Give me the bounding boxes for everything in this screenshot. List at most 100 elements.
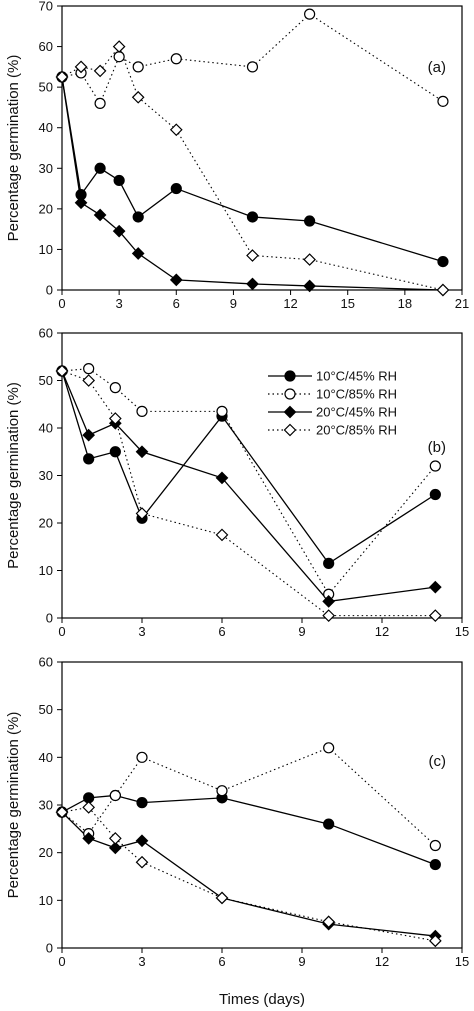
y-tick-label: 40 bbox=[39, 750, 53, 765]
x-tick-label: 9 bbox=[230, 296, 237, 311]
data-point bbox=[112, 40, 126, 53]
legend-label: 20°C/45% RH bbox=[316, 405, 397, 420]
data-point bbox=[215, 528, 229, 542]
data-point bbox=[112, 224, 126, 238]
data-point bbox=[131, 90, 145, 104]
y-tick-label: 20 bbox=[39, 516, 53, 531]
plot-frame bbox=[61, 661, 463, 949]
legend-label: 20°C/85% RH bbox=[316, 423, 397, 438]
y-tick-label: 10 bbox=[39, 893, 53, 908]
x-tick-label: 3 bbox=[138, 954, 145, 969]
data-point bbox=[216, 785, 228, 797]
y-tick-label: 60 bbox=[39, 326, 53, 341]
data-point bbox=[131, 247, 145, 260]
y-tick-label: 50 bbox=[39, 80, 53, 95]
data-point bbox=[82, 428, 96, 442]
y-tick-label: 0 bbox=[46, 283, 53, 298]
data-point bbox=[74, 196, 88, 210]
plot-frame bbox=[61, 5, 463, 291]
data-point bbox=[428, 934, 442, 948]
y-tick-label: 0 bbox=[46, 941, 53, 956]
data-point bbox=[246, 249, 259, 262]
data-point bbox=[429, 858, 441, 871]
y-tick-label: 30 bbox=[39, 161, 53, 176]
y-tick-label: 10 bbox=[39, 563, 53, 578]
data-point bbox=[132, 61, 144, 73]
plot-frame bbox=[61, 332, 463, 619]
series-line bbox=[61, 368, 436, 596]
series-line bbox=[61, 794, 436, 866]
x-tick-label: 15 bbox=[340, 296, 354, 311]
data-point bbox=[93, 208, 107, 222]
data-point bbox=[94, 162, 106, 174]
legend-label: 10°C/85% RH bbox=[316, 387, 397, 402]
legend-marker bbox=[284, 388, 296, 400]
data-point bbox=[136, 751, 148, 763]
x-tick-label: 21 bbox=[455, 296, 469, 311]
data-point bbox=[55, 805, 69, 819]
data-point bbox=[108, 412, 122, 425]
data-point bbox=[304, 215, 316, 227]
data-point bbox=[322, 609, 336, 622]
data-point bbox=[429, 488, 441, 501]
data-point bbox=[437, 256, 449, 268]
x-tick-label: 15 bbox=[455, 954, 469, 969]
y-tick-label: 70 bbox=[39, 0, 53, 14]
data-point bbox=[215, 891, 229, 905]
x-tick-label: 12 bbox=[375, 624, 389, 639]
x-tick-label: 12 bbox=[283, 296, 297, 311]
data-point bbox=[55, 70, 69, 84]
data-point bbox=[74, 60, 88, 74]
x-tick-label: 15 bbox=[455, 624, 469, 639]
y-tick-label: 50 bbox=[39, 373, 53, 388]
panel-label: (a) bbox=[428, 59, 446, 76]
data-point bbox=[113, 51, 125, 63]
series-line bbox=[61, 811, 436, 937]
data-point bbox=[436, 283, 450, 297]
data-point bbox=[135, 507, 149, 520]
data-point bbox=[169, 123, 183, 137]
y-tick-label: 30 bbox=[39, 468, 53, 483]
data-point bbox=[108, 832, 122, 845]
y-tick-label: 20 bbox=[39, 845, 53, 860]
y-axis-title: Percentage germination (%) bbox=[5, 55, 22, 242]
y-tick-label: 40 bbox=[39, 120, 53, 135]
x-tick-label: 18 bbox=[398, 296, 412, 311]
y-tick-label: 40 bbox=[39, 421, 53, 436]
data-point bbox=[55, 364, 69, 378]
data-point bbox=[109, 382, 121, 394]
x-tick-label: 12 bbox=[375, 954, 389, 969]
series-line bbox=[61, 806, 436, 942]
y-tick-label: 0 bbox=[46, 611, 53, 626]
data-point bbox=[246, 211, 259, 223]
chart-panel-c: 0 3 6 9 12 15 0 10 20 30 40 50 60 Percentage germinat… bbox=[5, 655, 469, 970]
data-point bbox=[113, 174, 125, 187]
data-point bbox=[322, 915, 336, 929]
data-point bbox=[136, 797, 148, 809]
data-point bbox=[437, 95, 449, 107]
y-tick-label: 50 bbox=[39, 702, 53, 717]
data-point bbox=[246, 61, 259, 73]
data-point bbox=[170, 182, 182, 195]
data-point bbox=[323, 557, 335, 569]
y-axis-title: Percentage germination (%) bbox=[5, 382, 22, 569]
chart-panel-b: 0 3 6 9 12 15 0 10 20 30 40 50 60 Percentage germinat… bbox=[5, 326, 469, 640]
y-tick-label: 30 bbox=[39, 798, 53, 813]
data-point bbox=[246, 277, 259, 291]
data-point bbox=[303, 279, 316, 293]
data-point bbox=[132, 211, 144, 223]
x-tick-label: 3 bbox=[138, 624, 145, 639]
y-tick-label: 60 bbox=[39, 39, 53, 54]
chart-panel-a: 0 3 6 9 12 15 18 21 0 10 20 30 40 50 60 70 Percentage ge… bbox=[5, 0, 469, 311]
data-point bbox=[170, 53, 182, 65]
legend-marker bbox=[283, 405, 297, 419]
data-point bbox=[429, 460, 441, 472]
x-tick-label: 3 bbox=[116, 296, 123, 311]
data-point bbox=[83, 453, 95, 465]
data-point bbox=[109, 789, 121, 802]
x-tick-label: 9 bbox=[298, 624, 305, 639]
data-point bbox=[215, 471, 229, 485]
y-tick-label: 10 bbox=[39, 242, 53, 257]
data-point bbox=[108, 841, 122, 855]
data-point bbox=[82, 801, 96, 814]
